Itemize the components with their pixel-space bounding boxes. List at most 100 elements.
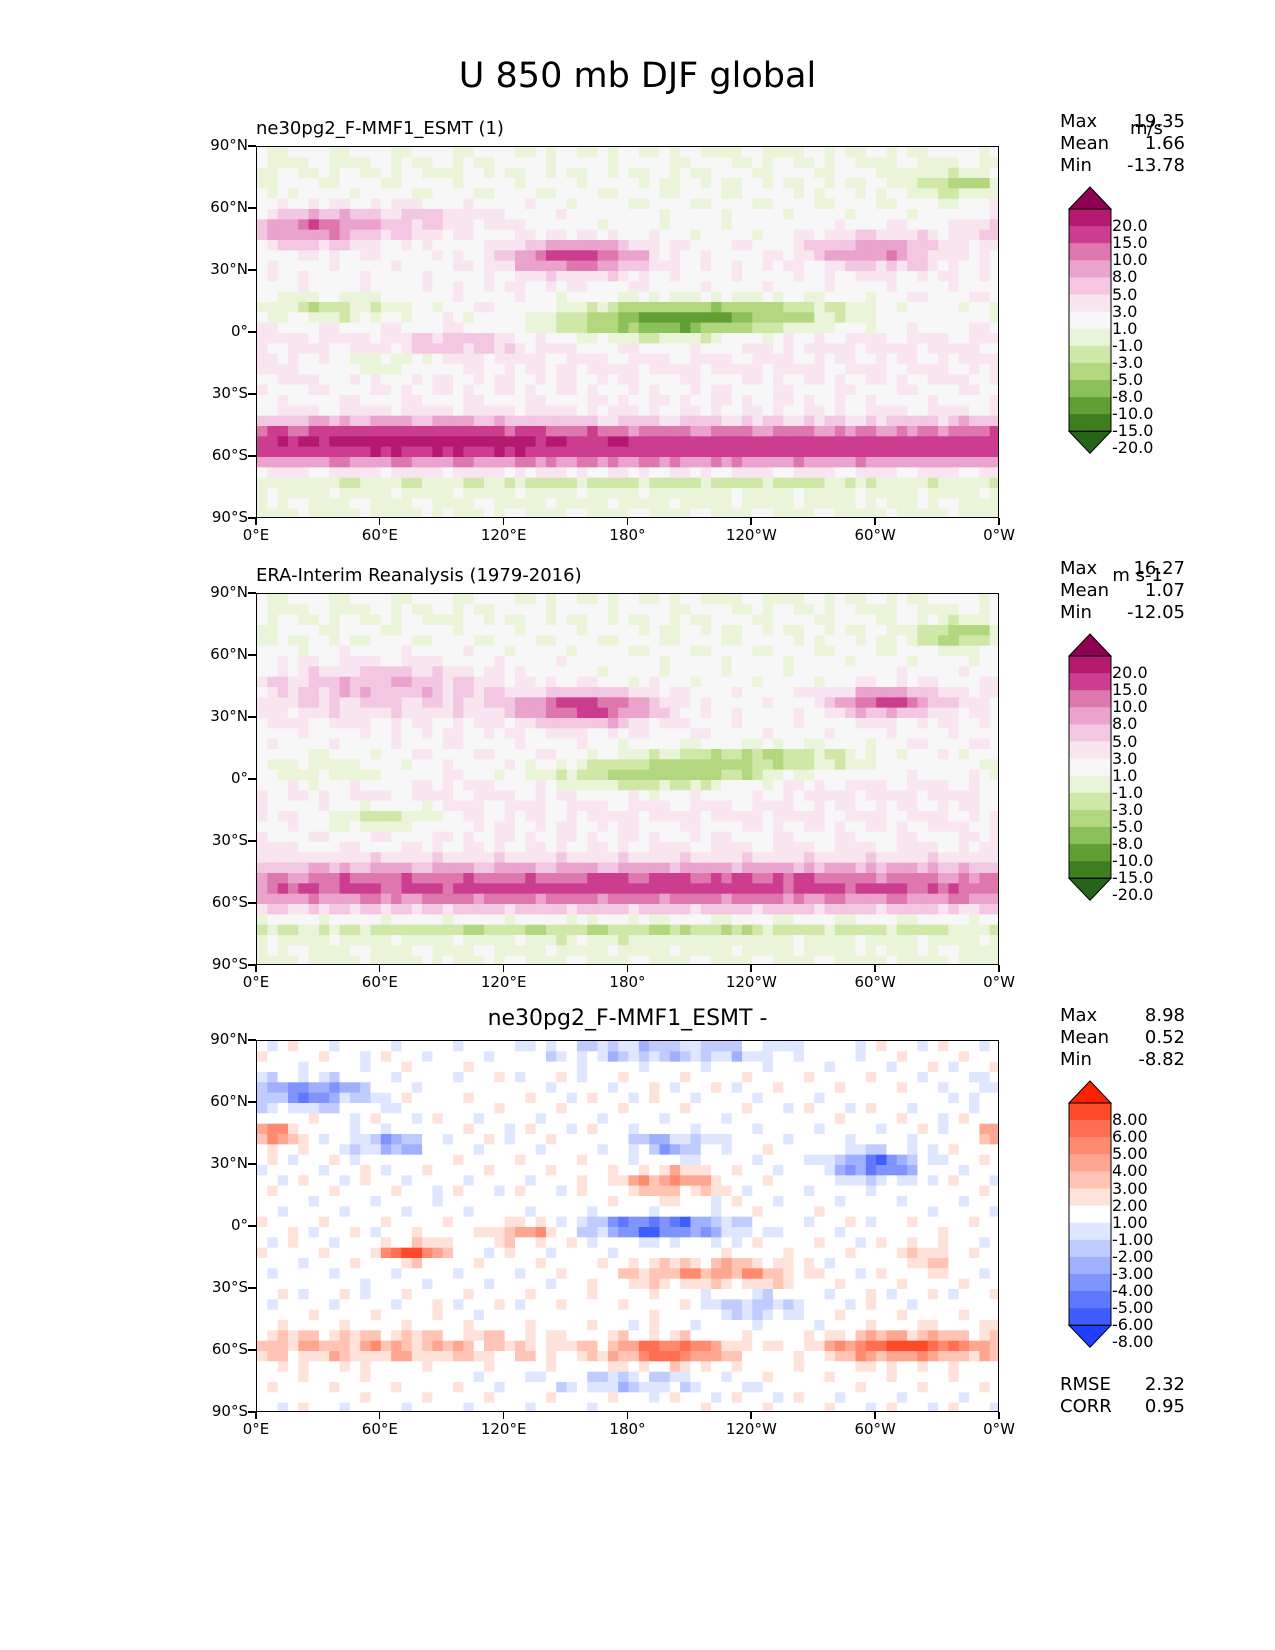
heatmap-cell (277, 281, 289, 293)
y-tick-label: 60°N (210, 198, 248, 216)
heatmap-cell (669, 821, 681, 833)
heatmap-cell (597, 157, 609, 169)
heatmap-cell (865, 343, 877, 355)
heatmap-cell (339, 759, 351, 771)
heatmap-cell (587, 656, 599, 667)
heatmap-cell (473, 271, 485, 282)
heatmap-cell (680, 322, 692, 334)
heatmap-cell (287, 635, 299, 647)
heatmap-cell (618, 718, 630, 729)
heatmap-cell (514, 302, 526, 313)
heatmap-cell (793, 157, 805, 169)
heatmap-cell (762, 635, 774, 647)
heatmap-cell (896, 250, 908, 262)
heatmap-cell (287, 240, 299, 251)
heatmap-cell (896, 718, 908, 729)
heatmap-cell (494, 426, 506, 437)
heatmap-cell (938, 436, 949, 448)
heatmap-cell (649, 147, 661, 158)
heatmap-cell (907, 157, 919, 169)
y-tick-mark (248, 145, 256, 147)
heatmap-cell (721, 477, 733, 489)
heatmap-cell (989, 893, 998, 905)
heatmap-cell (669, 893, 681, 905)
heatmap-cell (349, 312, 361, 324)
heatmap-cell (958, 800, 970, 812)
heatmap-cell (535, 188, 547, 200)
heatmap-cell (969, 821, 980, 833)
heatmap-cell (938, 821, 949, 833)
heatmap-cell (287, 467, 299, 479)
heatmap-cell (907, 353, 919, 365)
heatmap-cell (783, 594, 795, 605)
heatmap-cell (556, 364, 568, 375)
heatmap-cell (453, 904, 464, 915)
heatmap-cell (690, 883, 702, 895)
heatmap-cell (680, 769, 692, 781)
heatmap-cell (360, 467, 372, 479)
heatmap-cell (762, 780, 774, 791)
heatmap-cell (453, 178, 464, 189)
heatmap-cell (649, 811, 661, 822)
heatmap-cell (514, 728, 526, 740)
heatmap-cell (525, 676, 537, 688)
heatmap-cell (514, 604, 526, 616)
heatmap-cell (257, 426, 268, 437)
heatmap-cell (865, 167, 877, 179)
heatmap-cell (349, 488, 361, 499)
heatmap-cell (349, 178, 361, 189)
heatmap-cell (803, 477, 815, 489)
heatmap-cell (463, 728, 475, 740)
heatmap-cell (349, 811, 361, 822)
heatmap-cell (318, 436, 330, 448)
heatmap-cell (927, 405, 939, 417)
heatmap-cell (958, 209, 970, 220)
heatmap-cell (329, 635, 341, 647)
heatmap-cell (711, 625, 722, 636)
heatmap-cell (876, 436, 888, 448)
heatmap-cell (814, 467, 826, 479)
heatmap-cell (576, 488, 588, 499)
heatmap-cell (267, 219, 279, 231)
heatmap-cell (783, 477, 795, 489)
heatmap-cell (411, 625, 423, 636)
heatmap-cell (535, 656, 547, 667)
heatmap-cell (896, 749, 908, 760)
heatmap-cell (380, 790, 392, 802)
heatmap-cell (473, 333, 485, 344)
heatmap-cell (783, 718, 795, 729)
heatmap-cell (711, 676, 722, 688)
heatmap-cell (473, 198, 485, 210)
heatmap-cell (772, 645, 784, 657)
heatmap-cell (700, 604, 712, 616)
heatmap-cell (380, 728, 392, 740)
heatmap-cell (545, 260, 557, 272)
heatmap-cell (907, 687, 919, 698)
heatmap-cell (772, 333, 784, 344)
heatmap-cell (721, 498, 733, 510)
heatmap-cell (535, 364, 547, 375)
heatmap-cell (298, 707, 310, 719)
heatmap-cell (514, 862, 526, 874)
heatmap-cell (339, 446, 351, 458)
heatmap-cell (762, 614, 774, 626)
heatmap-cell (649, 374, 661, 386)
heatmap-cell (422, 333, 434, 344)
heatmap-cell (742, 914, 753, 926)
heatmap-cell (566, 893, 578, 905)
heatmap-cell (453, 811, 464, 822)
heatmap-cell (504, 260, 516, 272)
heatmap-cell (700, 759, 712, 771)
heatmap-cell (762, 707, 774, 719)
heatmap-cell (504, 656, 516, 667)
heatmap-cell (349, 738, 361, 750)
heatmap-cell (855, 405, 867, 417)
heatmap-cell (731, 281, 743, 293)
heatmap-cell (638, 914, 650, 926)
heatmap-cell (411, 260, 423, 272)
heatmap-cell (422, 718, 434, 729)
heatmap-cell (370, 322, 382, 334)
heatmap-cell (834, 697, 846, 709)
heatmap-cell (659, 614, 671, 626)
heatmap-cell (711, 229, 722, 241)
